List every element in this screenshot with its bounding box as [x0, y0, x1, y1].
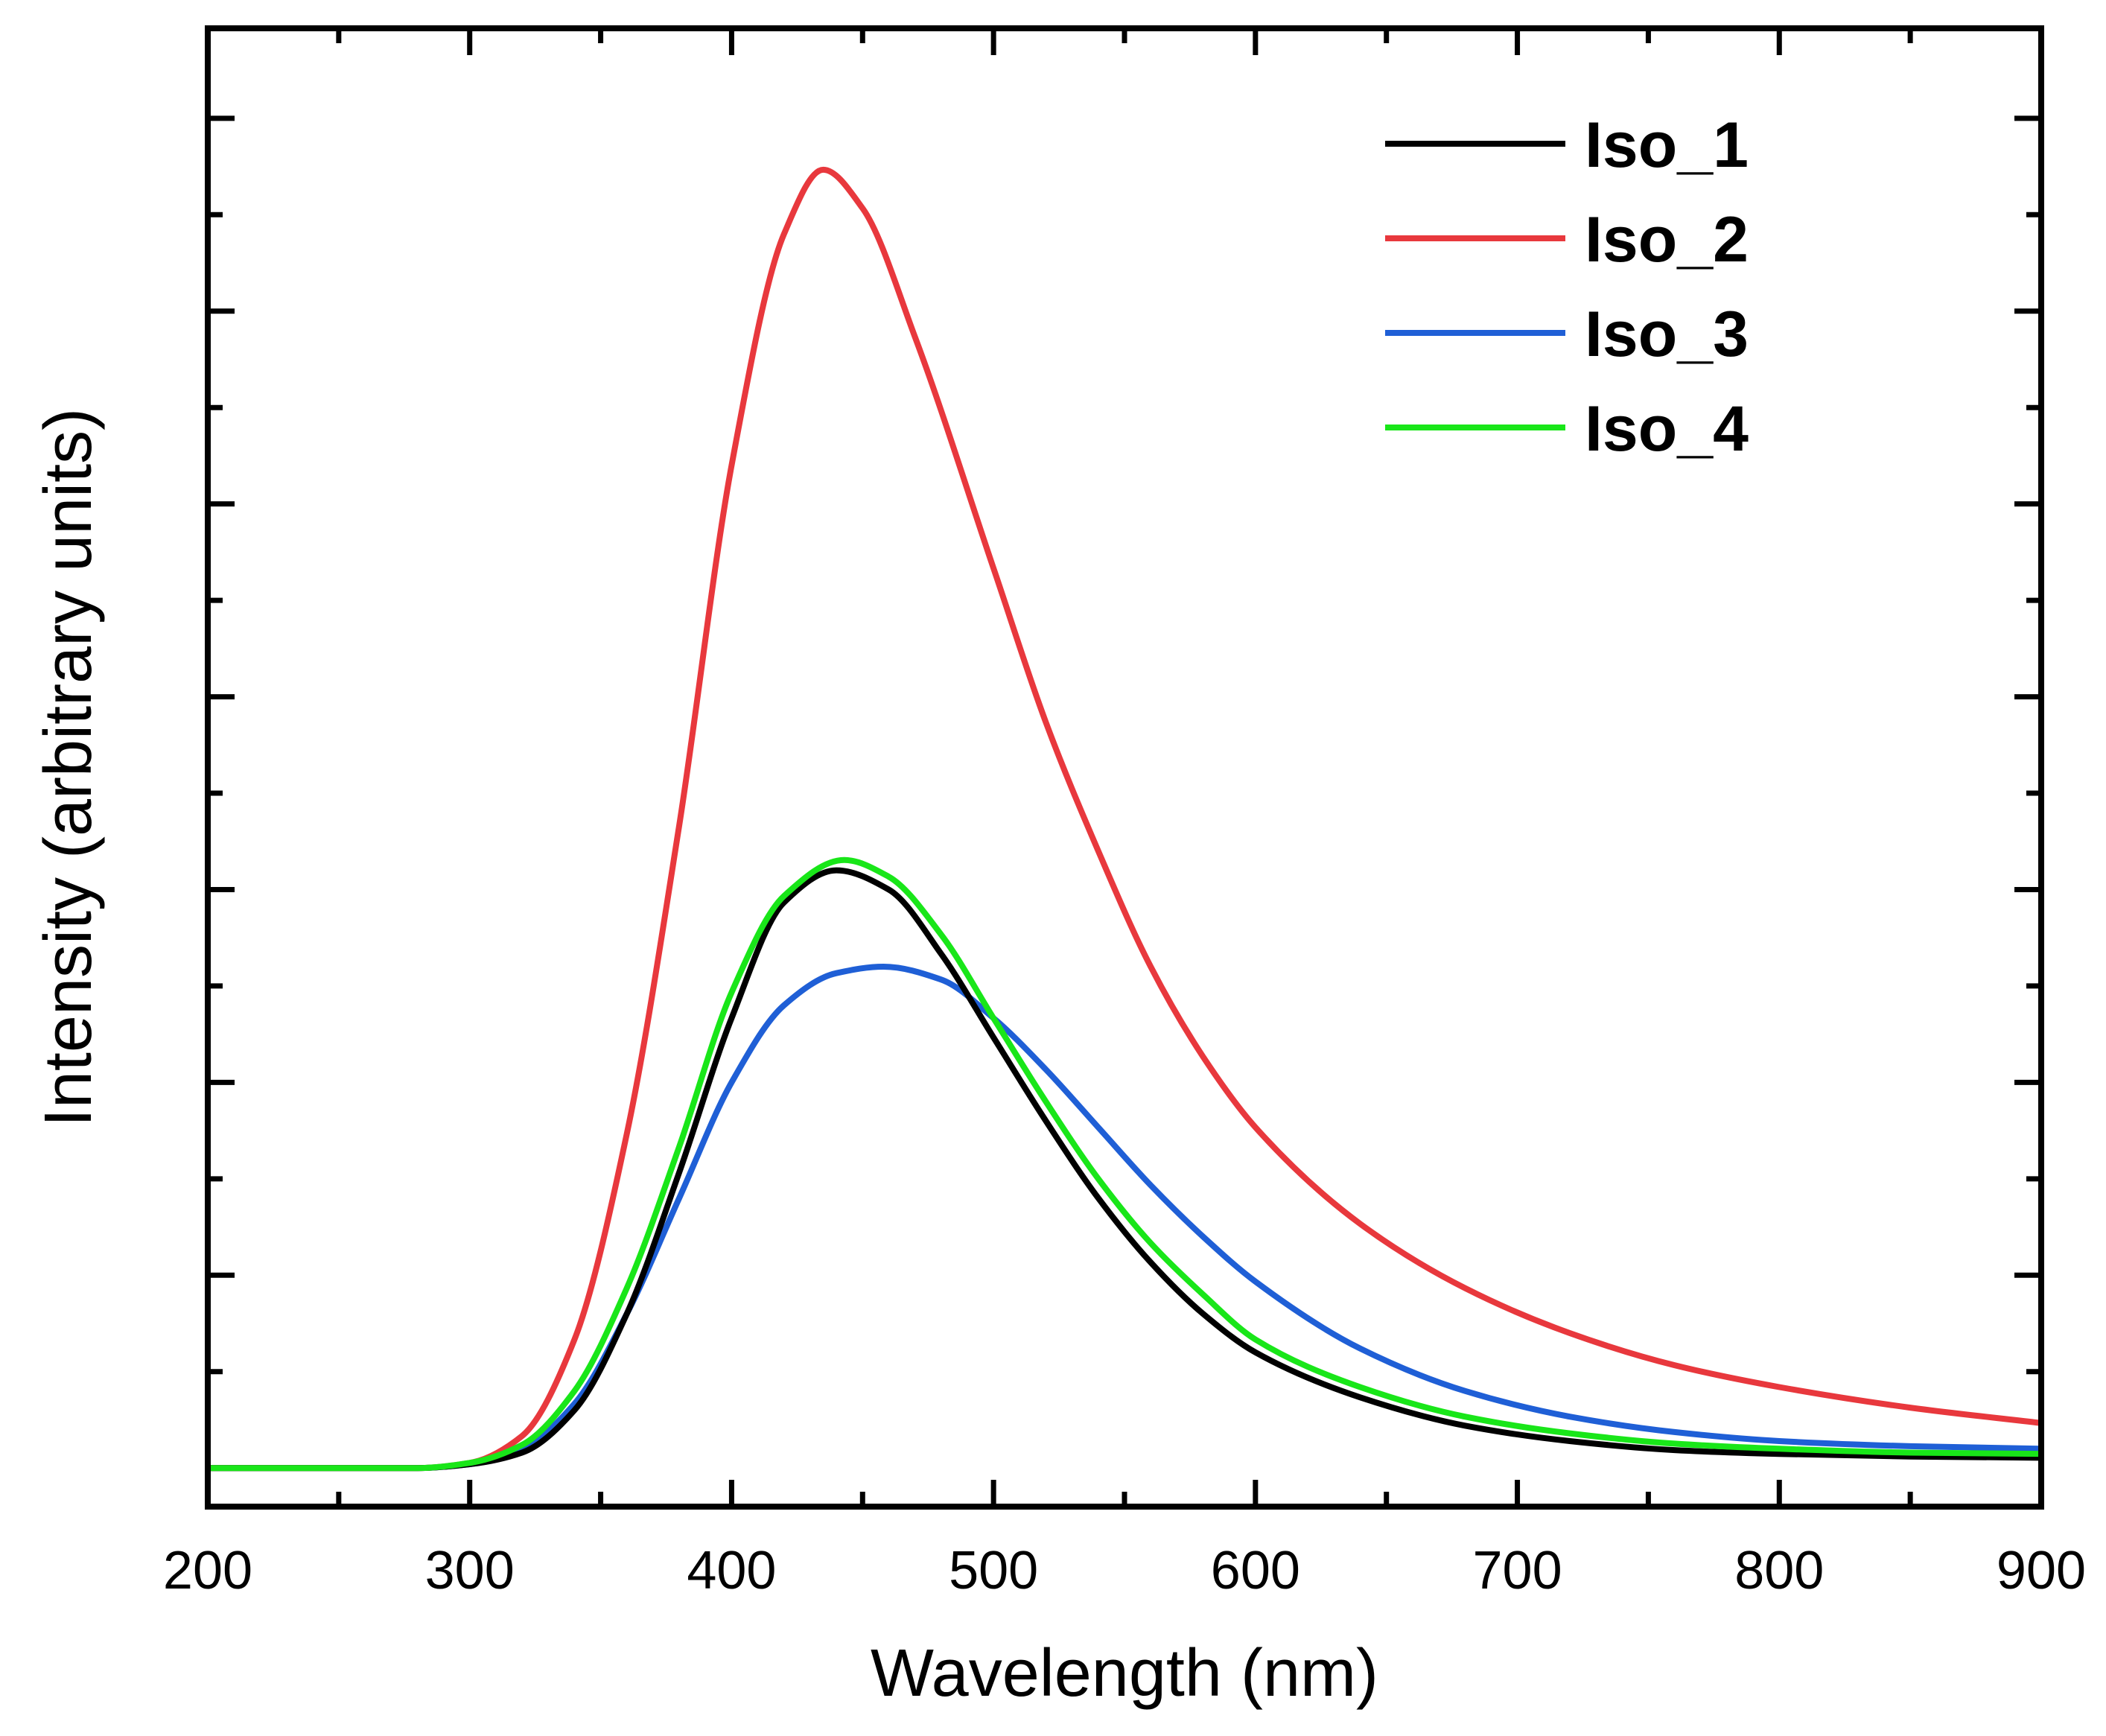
x-tick-label: 500	[949, 1541, 1038, 1600]
legend-label-iso-3: Iso_3	[1585, 299, 1749, 370]
series-line-iso-2	[205, 166, 2044, 1472]
series-layer	[205, 166, 2044, 1472]
series-line-iso-3	[205, 964, 2044, 1472]
x-tick-label: 700	[1473, 1541, 1562, 1600]
series-line-iso-1	[205, 867, 2044, 1472]
x-tick-label: 900	[1997, 1541, 2086, 1600]
x-tick-label: 800	[1734, 1541, 1824, 1600]
legend-label-iso-1: Iso_1	[1585, 109, 1749, 181]
x-tick-label: 200	[163, 1541, 252, 1600]
plot-frame	[205, 25, 2044, 1510]
x-tick-label: 400	[687, 1541, 776, 1600]
x-axis-title: Wavelength (nm)	[871, 1636, 1378, 1711]
x-tick-label: 600	[1211, 1541, 1300, 1600]
series-line-iso-4	[205, 856, 2044, 1472]
y-axis-title: Intensity (arbitrary units)	[31, 408, 106, 1127]
x-tick-label: 300	[425, 1541, 515, 1600]
legend-label-iso-4: Iso_4	[1585, 393, 1749, 465]
x-tick-labels: 200 300 400 500 600 700 800 900	[163, 1541, 2086, 1600]
legend: Iso_1 Iso_2 Iso_3 Iso_4	[1385, 109, 1749, 465]
legend-label-iso-2: Iso_2	[1585, 204, 1749, 276]
